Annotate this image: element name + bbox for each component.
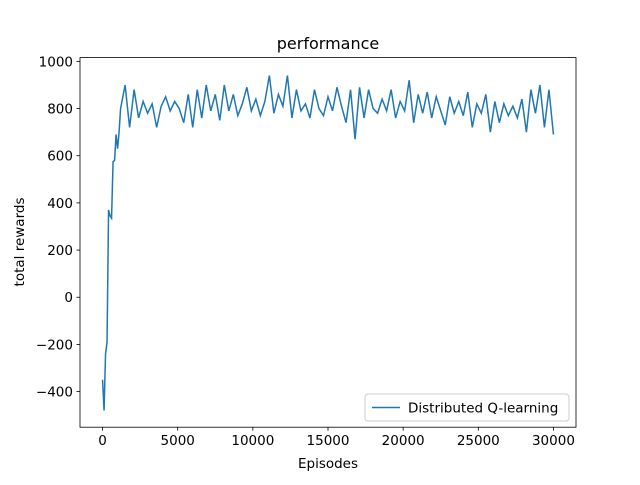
legend-box	[364, 393, 570, 422]
y-tick-label: 600	[47, 149, 73, 165]
y-axis-label: total rewards	[12, 198, 28, 287]
x-tick-label: 10000	[231, 433, 274, 449]
x-tick-label: 0	[98, 433, 107, 449]
chart-title: performance	[277, 34, 379, 53]
y-tick-label: 200	[47, 243, 73, 259]
x-axis-label: Episodes	[298, 456, 358, 472]
x-tick-label: 20000	[382, 433, 425, 449]
x-tick-label: 30000	[532, 433, 575, 449]
y-tick-label: −400	[36, 385, 73, 401]
y-tick-label: 1000	[39, 54, 73, 70]
y-tick-label: 400	[47, 196, 73, 212]
y-tick-label: 800	[47, 102, 73, 118]
x-tick-label: 15000	[307, 433, 350, 449]
plot-frame	[79, 57, 577, 428]
x-tick-label: 25000	[457, 433, 500, 449]
y-tick-label: −200	[36, 337, 73, 353]
data-line	[101, 75, 555, 411]
y-tick-label: 0	[64, 290, 73, 306]
legend-label: Distributed Q-learning	[408, 401, 558, 417]
x-tick-label: 5000	[161, 433, 195, 449]
